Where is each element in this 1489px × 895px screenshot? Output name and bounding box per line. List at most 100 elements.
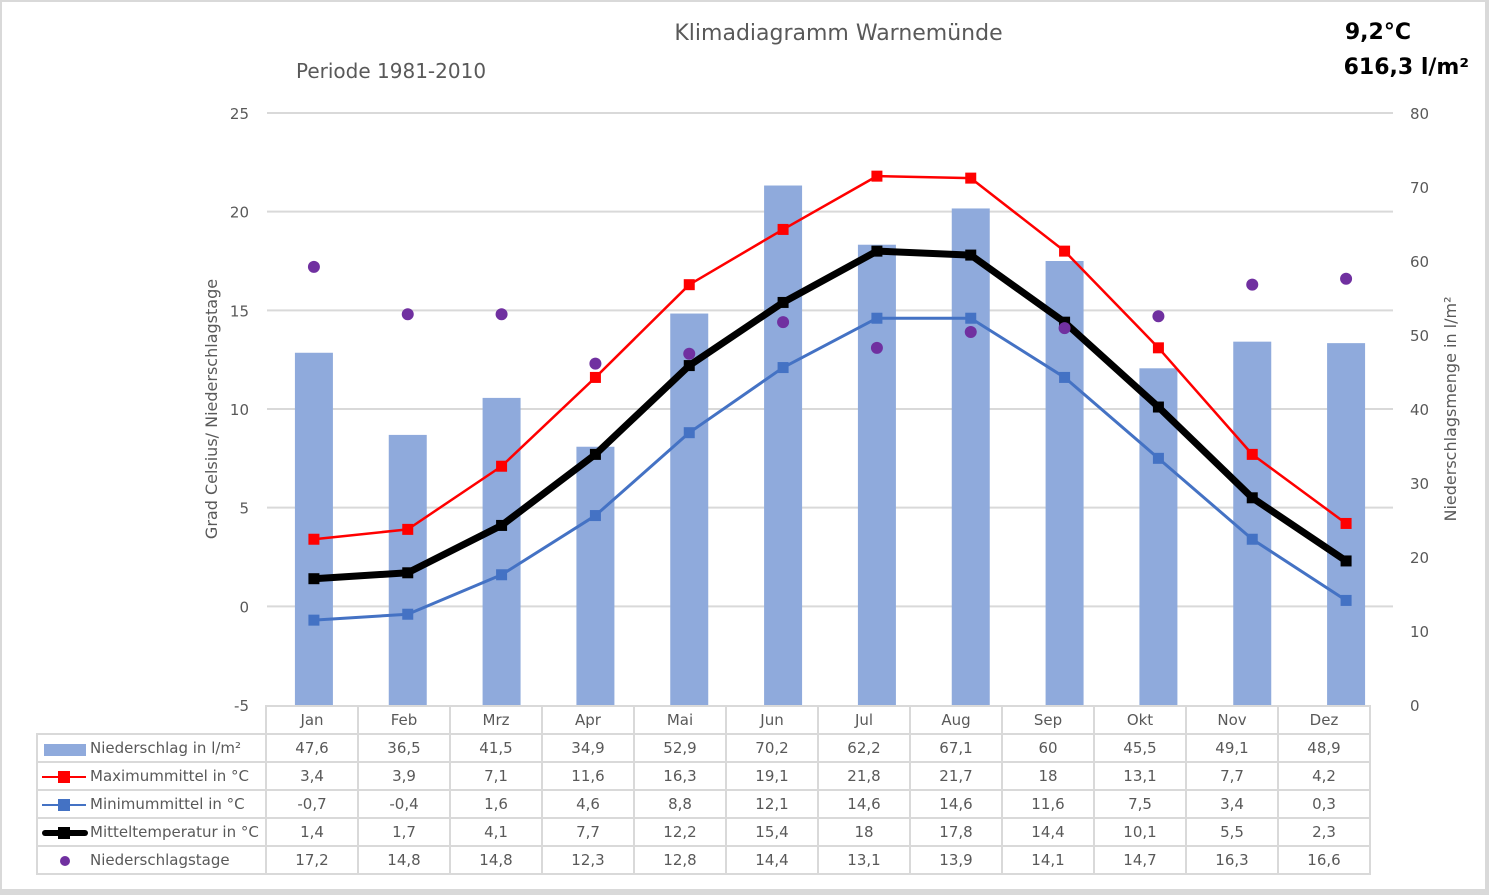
legend-label: Niederschlag in l/m² (90, 739, 242, 757)
min-temperature-marker (496, 569, 508, 581)
month-header: Mrz (449, 705, 543, 735)
left-axis-tick-label: 25 (230, 105, 249, 123)
table-row: Mitteltemperatur in °C 1,4 1,7 4,1 7,7 12,2 15… (36, 817, 1371, 847)
table-cell: 10,1 (1093, 817, 1187, 847)
rain-days-dot (683, 347, 696, 360)
legend-thick-line-icon (42, 826, 88, 840)
rain-days-dot (777, 316, 790, 329)
precipitation-bar (1233, 341, 1272, 705)
table-cell: 12,1 (725, 789, 819, 819)
right-axis-tick-label: 70 (1410, 179, 1429, 197)
month-header: Feb (357, 705, 451, 735)
table-cell: 7,7 (541, 817, 635, 847)
legend-label: Niederschlagstage (90, 851, 230, 869)
table-cell: 49,1 (1185, 733, 1279, 763)
min-temperature-marker (1059, 371, 1071, 383)
table-row: Maximummittel in °C 3,4 3,9 7,1 11,6 16,3 19,1… (36, 761, 1371, 791)
table-row: Niederschlagstage 17,2 14,8 14,8 12,3 12,8 14,… (36, 845, 1371, 875)
table-cell: 12,2 (633, 817, 727, 847)
rain-days-dots (307, 260, 1353, 370)
min-temperature-marker (402, 608, 414, 620)
chart-subtitle: Periode 1981-2010 (296, 59, 487, 83)
precipitation-bar (294, 352, 333, 705)
left-axis-tick-label: 5 (239, 500, 249, 518)
precipitation-bar (482, 397, 521, 705)
table-cell: 60 (1001, 733, 1095, 763)
month-header: Sep (1001, 705, 1095, 735)
table-cell: 13,1 (817, 845, 911, 875)
table-cell: 41,5 (449, 733, 543, 763)
mean-temperature-line (313, 247, 1349, 583)
mean-temperature-marker (308, 573, 320, 585)
table-cell: 0,3 (1277, 789, 1371, 819)
mean-temperature-marker (1152, 401, 1164, 413)
max-temperature-marker (1340, 517, 1352, 529)
min-temperature-marker (1152, 452, 1164, 464)
right-axis-tick-label: 60 (1410, 253, 1429, 271)
rain-days-dot (401, 308, 414, 321)
right-axis-tick-label: 40 (1410, 401, 1429, 419)
table-cell: 16,3 (1185, 845, 1279, 875)
legend-entry: Niederschlagstage (36, 845, 267, 875)
table-cell: 19,1 (725, 761, 819, 791)
min-temperature-marker (777, 362, 789, 374)
month-header: Mai (633, 705, 727, 735)
table-header-row: Jan Feb Mrz Apr Mai Jun Jul Aug Sep Okt Nov Dez (37, 705, 1371, 735)
table-cell: 34,9 (541, 733, 635, 763)
max-temperature-marker (777, 223, 789, 235)
right-axis-tick-label: 0 (1410, 697, 1420, 715)
table-cell: 47,6 (265, 733, 359, 763)
max-temperature-marker (496, 460, 508, 472)
table-cell: -0,7 (265, 789, 359, 819)
table-cell: -0,4 (357, 789, 451, 819)
right-axis-ticks: 0 10 20 30 40 50 60 70 80 (1410, 105, 1429, 715)
table-cell: 14,6 (909, 789, 1003, 819)
precipitation-bar (1139, 368, 1178, 705)
table-cell: 1,6 (449, 789, 543, 819)
mean-temperature-marker (402, 567, 414, 579)
left-axis-tick-label: 10 (230, 401, 249, 419)
month-header: Apr (541, 705, 635, 735)
min-temperature-marker (589, 510, 601, 522)
right-axis-title: Niederschlagsmenge in l/m² (1441, 296, 1460, 521)
mean-temperature-marker (777, 296, 789, 308)
table-cell: 12,8 (633, 845, 727, 875)
table-cell: 5,5 (1185, 817, 1279, 847)
square-marker-icon (58, 770, 70, 783)
table-cell: 48,9 (1277, 733, 1371, 763)
dot-marker-icon (60, 855, 70, 866)
legend-line-icon (42, 798, 86, 812)
left-axis-title: Grad Celsius/ Niederschlagstage (202, 279, 221, 539)
min-temperature-marker (1246, 533, 1258, 545)
precipitation-bars (294, 185, 1366, 705)
max-temperature-marker (1059, 245, 1071, 257)
square-marker-icon (58, 826, 70, 839)
table-cell: 36,5 (357, 733, 451, 763)
table-cell: 70,2 (725, 733, 819, 763)
month-header: Jan (265, 705, 359, 735)
rain-days-dot (1340, 272, 1353, 285)
chart-title: Klimadiagramm Warnemünde (674, 21, 1003, 46)
table-cell: 14,8 (449, 845, 543, 875)
legend-label: Maximummittel in °C (90, 767, 250, 785)
table-cell: 4,6 (541, 789, 635, 819)
table-cell: 1,7 (357, 817, 451, 847)
table-cell: 17,2 (265, 845, 359, 875)
table-cell: 14,8 (357, 845, 451, 875)
month-header: Jun (725, 705, 819, 735)
min-temperature-line (313, 316, 1347, 622)
right-axis-tick-label: 80 (1410, 105, 1429, 123)
table-cell: 62,2 (817, 733, 911, 763)
min-temperature-marker (683, 427, 695, 439)
max-temperature-marker (1152, 342, 1164, 354)
rain-days-dot (1246, 278, 1259, 291)
mean-temperature-marker (683, 360, 695, 372)
precipitation-bar (951, 208, 990, 705)
table-cell: 16,3 (633, 761, 727, 791)
legend-bar-icon (42, 742, 86, 756)
table-cell: 14,4 (725, 845, 819, 875)
max-temperature-marker (589, 371, 601, 383)
legend-entry: Maximummittel in °C (36, 761, 267, 791)
table-cell: 13,1 (1093, 761, 1187, 791)
max-temperature-line (313, 174, 1347, 541)
